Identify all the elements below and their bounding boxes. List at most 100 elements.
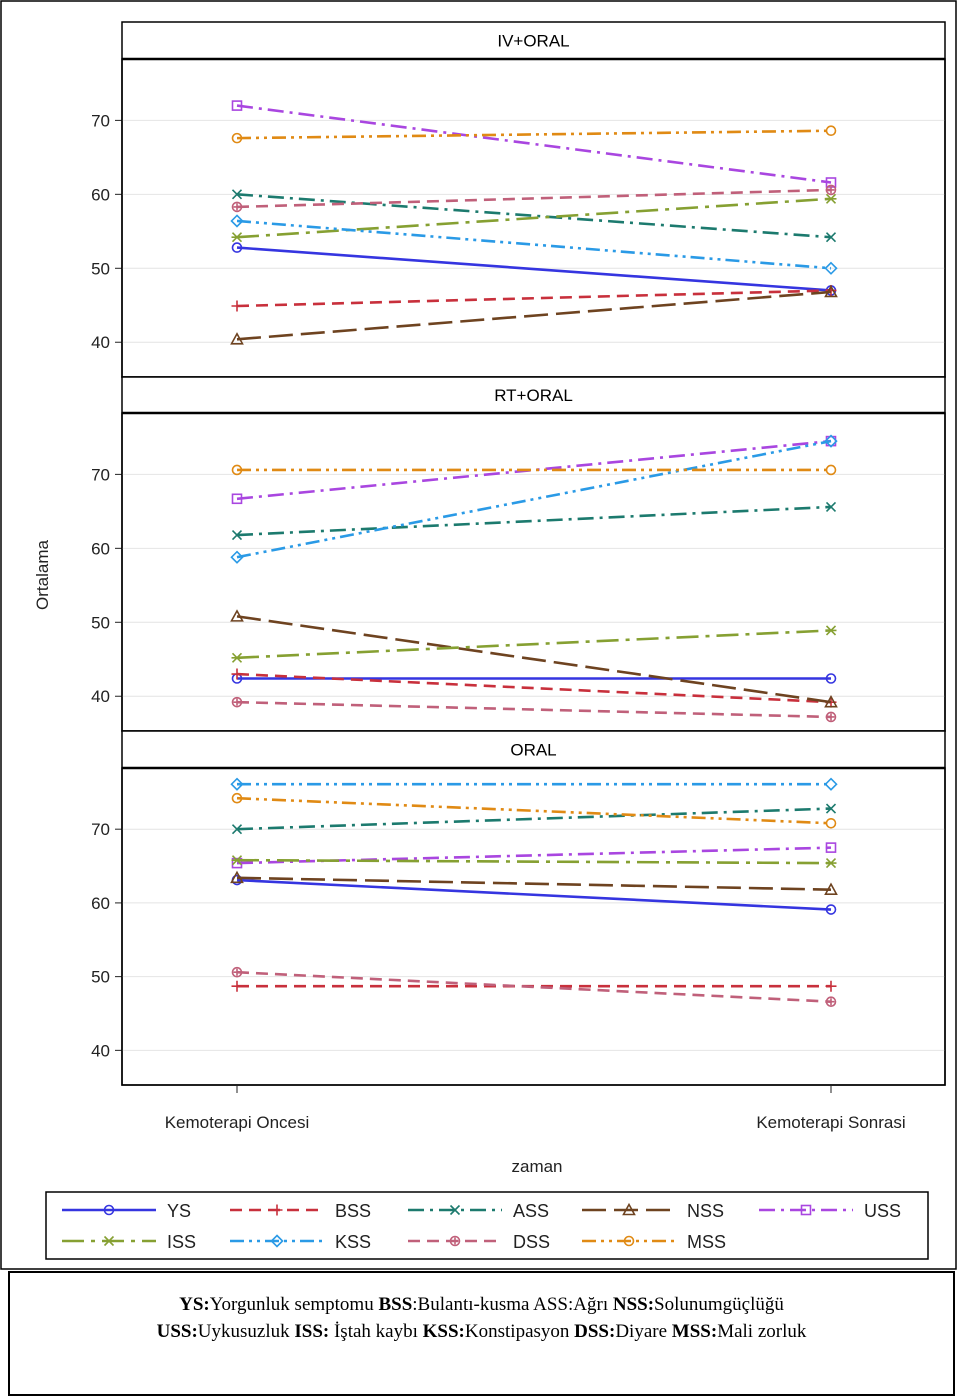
data-point-nss [230,609,244,622]
x-tick-label: Kemoterapi Sonrasi [756,1113,905,1132]
series-line-nss [236,876,832,891]
caption-line-2: USS:Uykusuzluk ISS: İştah kaybı KSS:Kons… [34,1318,929,1345]
caption-text: Yorgunluk semptomu [209,1294,379,1315]
caption-abbrev: MSS: [671,1321,718,1342]
legend-entry-iss: ISS [62,1232,196,1252]
legend-swatch-marker [449,1204,461,1216]
data-point-mss [231,464,243,476]
legend-label: NSS [687,1201,724,1221]
series-line-iss [236,629,832,660]
series-line-dss [236,188,832,209]
data-point-mss [825,817,837,829]
caption-text: İştah kaybı [329,1321,423,1342]
data-point-nss [230,870,244,884]
series-nss [230,284,838,345]
data-point-ass [825,803,837,814]
caption-line-1: YS:Yorgunluk semptomu BSS:Bulantı-kusma … [34,1291,929,1318]
legend-swatch-marker [623,1235,635,1247]
series-line-dss [236,700,832,719]
series-line-mss [236,129,832,140]
y-tick-label: 60 [91,539,110,558]
caption-text: Uykusuzluk [197,1321,295,1342]
legend-label: BSS [335,1201,371,1221]
data-point-uss [231,857,243,869]
data-point-ass [825,232,837,243]
y-tick-label: 40 [91,1041,110,1060]
series-nss [230,870,838,895]
series-line-bss [236,289,832,308]
x-axis-label: zaman [511,1157,562,1176]
series-line-uss [236,439,832,501]
data-point-ass [231,529,243,541]
caption-abbrev: BSS [378,1294,413,1315]
legend-entry-dss: DSS [408,1232,550,1252]
data-point-dss [231,696,243,708]
y-tick-label: 50 [91,259,110,278]
legend-entry-nss: NSS [582,1201,724,1221]
series-line-ass [236,807,832,831]
series-line-ys [236,246,832,292]
data-point-iss [825,858,837,869]
y-tick-label: 40 [91,333,110,352]
data-point-bss [231,980,243,992]
y-tick-label: 40 [91,687,110,706]
data-point-mss [825,464,837,476]
data-point-nss [230,332,244,345]
legend-swatch-marker [271,1204,283,1216]
legend-entry-uss: USS [759,1201,901,1221]
x-axis-ticks: Kemoterapi Oncesi Kemoterapi Sonrasi [165,1085,906,1132]
chart-panels: IV+ORAL 40 50 60 70 RT+ORAL 40 50 60 70 ORAL 40 50 60… [91,21,946,1086]
data-point-kss [824,777,838,791]
caption-abbrev: DSS: [574,1321,616,1342]
data-point-dss [825,996,837,1007]
data-point-uss [825,842,837,853]
legend-label: YS [167,1201,191,1221]
data-point-uss [231,493,243,505]
panel-0: IV+ORAL 40 50 60 70 [91,21,946,378]
series-line-nss [236,290,832,341]
caption-abbrev: KSS: [422,1321,465,1342]
series-nss [230,609,838,708]
legend-label: KSS [335,1232,371,1252]
legend-label: DSS [513,1232,550,1252]
series-line-mss [236,796,832,825]
data-point-nss [824,882,838,895]
data-point-kss [230,777,244,791]
panel-2: ORAL 40 50 60 70 [91,730,946,1086]
data-point-mss [231,132,243,144]
legend-label: ISS [167,1232,196,1252]
series-line-bss [236,672,832,704]
data-point-bss [825,980,837,992]
caption-text: Mali zorluk [717,1321,807,1342]
data-point-nss [824,694,838,708]
y-tick-label: 60 [91,185,110,204]
data-point-iss [825,193,837,204]
series-mss [231,125,837,144]
series-line-nss [236,615,832,704]
series-dss [231,966,837,1007]
y-tick-label: 70 [91,820,110,839]
legend-box [45,1191,929,1260]
caption-text: Konstipasyon [464,1321,575,1342]
series-kss [230,434,838,564]
legend-swatch-marker [103,1235,115,1247]
data-point-ys [825,673,837,684]
data-point-bss [231,668,243,680]
series-ass [231,501,837,541]
series-line-ys [236,878,832,911]
figure-caption: YS:Yorgunluk semptomu BSS:Bulantı-kusma … [8,1271,955,1396]
series-iss [231,193,837,243]
data-point-ys [231,242,243,253]
caption-abbrev: USS: [156,1321,198,1342]
data-point-dss [231,966,243,978]
data-point-iss [231,855,243,866]
legend: YS BSS ASS NSS USS ISS KSS DSS MSS [45,1191,929,1260]
series-line-dss [236,970,832,1003]
data-point-mss [825,125,837,137]
series-dss [231,696,837,723]
data-point-dss [825,711,837,723]
y-tick-label: 50 [91,968,110,987]
figure-frame [0,0,957,1270]
legend-swatch-marker [622,1202,636,1216]
